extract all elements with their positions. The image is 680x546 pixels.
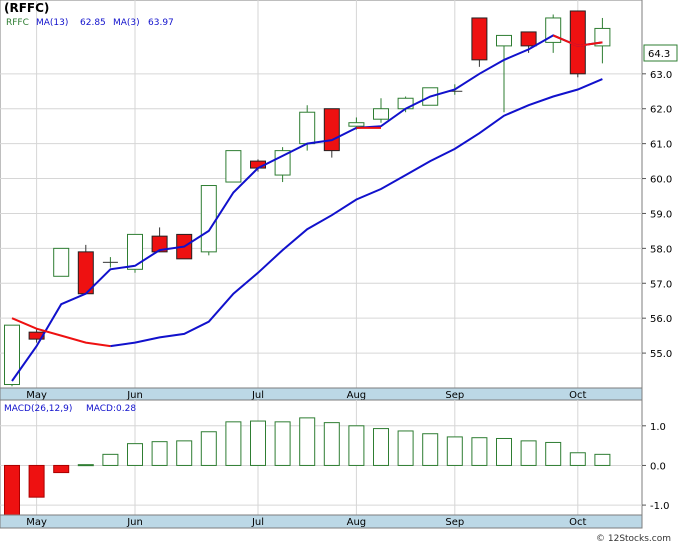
macd-bar [77,464,94,467]
candle-body [323,108,340,152]
macd-bar [274,421,291,466]
macd-bar [594,453,611,466]
price-y-axis: 55.0 56.0 57.0 58.0 59.0 60.0 61.0 62.0 63.0 [642,70,672,360]
candle-body [373,108,389,120]
price-y-tick-label: 61.0 [650,140,672,151]
price-grid [0,0,642,388]
candle-body [471,17,488,61]
macd-bar [569,452,586,466]
macd-y-tick-label: 0.0 [650,461,666,472]
macd-bar [250,420,266,466]
price-x-tick-label: Jun [126,390,143,401]
candle-body [53,247,70,277]
macd-bar [28,464,45,498]
macd-bar [520,440,537,466]
macd-bar [127,443,143,466]
candle-body [225,150,242,183]
macd-y-axis: -1.0 0.0 1.0 [642,422,670,512]
candle-body [200,185,217,253]
macd-x-tick-label: Sep [445,517,464,528]
macd-bar [4,464,20,516]
macd-legend-label: MACD(26,12,9) [4,404,72,414]
macd-bar [299,417,316,466]
price-y-tick-label: 56.0 [650,314,672,325]
legend-ma3-label: MA(3) [113,18,140,28]
candle-body [496,34,512,47]
price-y-tick-label: 59.0 [650,209,672,220]
macd-x-tick-label: Oct [569,517,586,528]
price-y-tick-label: 63.0 [650,70,672,81]
legend-ticker: RFFC [6,18,29,28]
macd-bar [176,440,193,466]
candle-body [151,235,168,253]
macd-bar [422,433,439,466]
price-x-tick-label: May [26,390,47,401]
legend-ma3-value: 63.97 [148,18,174,28]
macd-bar [102,453,119,466]
macd-bar [446,436,463,466]
price-y-tick-label: 55.0 [650,349,672,360]
price-y-tick-label: 57.0 [650,279,672,290]
last-price-badge: 64.3 [643,44,678,62]
macd-x-tick-label: Jul [251,517,264,528]
macd-bar [397,430,414,466]
price-candles [4,10,611,387]
candle-body [348,122,365,127]
price-y-tick-label: 62.0 [650,105,672,116]
price-x-tick-label: Oct [569,390,586,401]
price-plot-area [0,0,643,389]
candle-body [594,27,611,47]
price-x-tick-label: Jul [251,390,264,401]
macd-legend-value: MACD:0.28 [86,404,136,414]
price-x-tick-label: Aug [347,390,367,401]
price-lines [11,34,603,382]
price-legend: RFFC MA(13) 62.85 MA(3) 63.97 [6,18,174,28]
macd-bar [373,428,389,466]
ma-line-ma-3-early [11,34,603,348]
macd-bar [348,425,365,466]
macd-y-tick-label: -1.0 [650,501,670,512]
last-price-label: 64.3 [648,49,670,60]
macd-bar [496,437,512,466]
candle-body [520,31,537,47]
candle-body [28,331,45,340]
candle-body [569,10,586,75]
candle-body [4,324,20,386]
ma-line-ma-13- [110,78,603,348]
chart-title: (RFFC) [4,1,49,15]
price-y-tick-label: 58.0 [650,244,672,255]
legend-ma13-label: MA(13) [36,18,68,28]
macd-y-tick-label: 1.0 [650,422,666,433]
macd-x-tick-label: Jun [126,517,143,528]
candle-body [299,111,316,145]
macd-bar [471,437,488,466]
macd-bars [4,417,611,516]
last-price-box [643,44,678,62]
candle-body [127,233,143,270]
macd-bar [151,441,168,466]
macd-x-axis-band [0,514,643,529]
price-x-axis-band [0,387,643,401]
ma-line-ma-3- [11,34,603,382]
price-x-axis: May Jun Jul Aug Sep Oct [26,390,586,401]
macd-x-tick-label: Aug [347,517,367,528]
legend-ma13-value: 62.85 [80,18,106,28]
macd-x-axis: May Jun Jul Aug Sep Oct [26,517,586,528]
macd-bar [545,441,562,466]
macd-bar [53,464,70,474]
macd-bar [323,422,340,466]
price-y-tick-label: 60.0 [650,175,672,186]
macd-bar [225,421,242,466]
macd-panel: -1.0 0.0 1.0 May Jun Jul Aug Sep Oct MACD(26,12… [0,399,670,529]
price-x-tick-label: Sep [445,390,464,401]
macd-x-tick-label: May [26,517,47,528]
macd-bar [200,431,217,466]
watermark: © 12Stocks.com [596,534,671,544]
price-panel: 55.0 56.0 57.0 58.0 59.0 60.0 61.0 62.0 63.0 May… [0,0,678,401]
